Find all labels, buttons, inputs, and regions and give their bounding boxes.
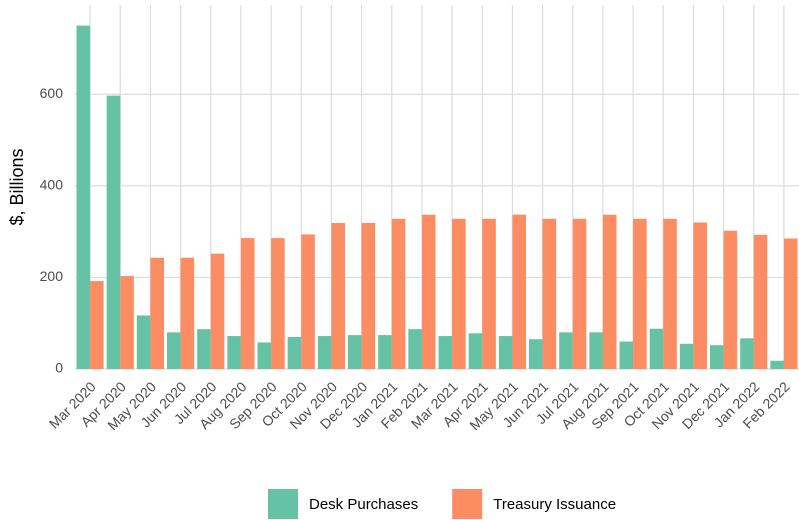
bar (391, 218, 406, 369)
bar (602, 214, 617, 369)
legend-swatch (268, 489, 298, 519)
bar (287, 336, 302, 369)
bar (120, 276, 134, 369)
bar (348, 335, 362, 369)
bar (663, 218, 677, 369)
bar (76, 25, 91, 370)
y-axis-title: $, Billions (7, 148, 27, 225)
y-tick-label: 200 (40, 268, 64, 284)
bar (633, 218, 647, 369)
bar (421, 214, 436, 369)
legend-label: Desk Purchases (309, 496, 418, 513)
bar (542, 218, 557, 369)
bar (783, 238, 798, 369)
legend-label: Treasury Issuance (493, 496, 616, 513)
bar (271, 238, 285, 369)
bar (180, 257, 195, 369)
bar (227, 336, 241, 369)
bar (693, 222, 707, 369)
bar (408, 329, 422, 369)
y-tick-label: 0 (55, 360, 63, 376)
bar (723, 230, 738, 369)
y-tick-label: 400 (40, 177, 64, 193)
bar (106, 95, 121, 369)
y-tick-label: 600 (40, 85, 64, 101)
bar (90, 281, 104, 369)
bar (136, 315, 151, 369)
bar (512, 214, 526, 369)
bar (150, 257, 164, 369)
bar (740, 338, 754, 369)
bar (167, 332, 181, 369)
bar (361, 222, 376, 369)
bar (197, 329, 211, 369)
bar (498, 336, 513, 369)
bar (452, 218, 466, 369)
bar (317, 336, 332, 369)
bar (559, 332, 573, 369)
bar (378, 335, 392, 369)
bar (649, 328, 664, 369)
bar (240, 238, 255, 369)
legend-swatch (452, 489, 483, 519)
bar (438, 336, 453, 369)
bar (210, 253, 225, 369)
bar (572, 218, 587, 369)
bar (301, 234, 315, 369)
bar (679, 343, 694, 369)
bar (482, 218, 496, 369)
bar (619, 341, 634, 369)
bar (770, 360, 784, 369)
bar (589, 332, 603, 369)
bar (753, 234, 768, 369)
bar (468, 333, 483, 369)
bar (529, 339, 543, 369)
bar (331, 222, 345, 369)
bar (710, 345, 724, 369)
bar (257, 342, 272, 369)
